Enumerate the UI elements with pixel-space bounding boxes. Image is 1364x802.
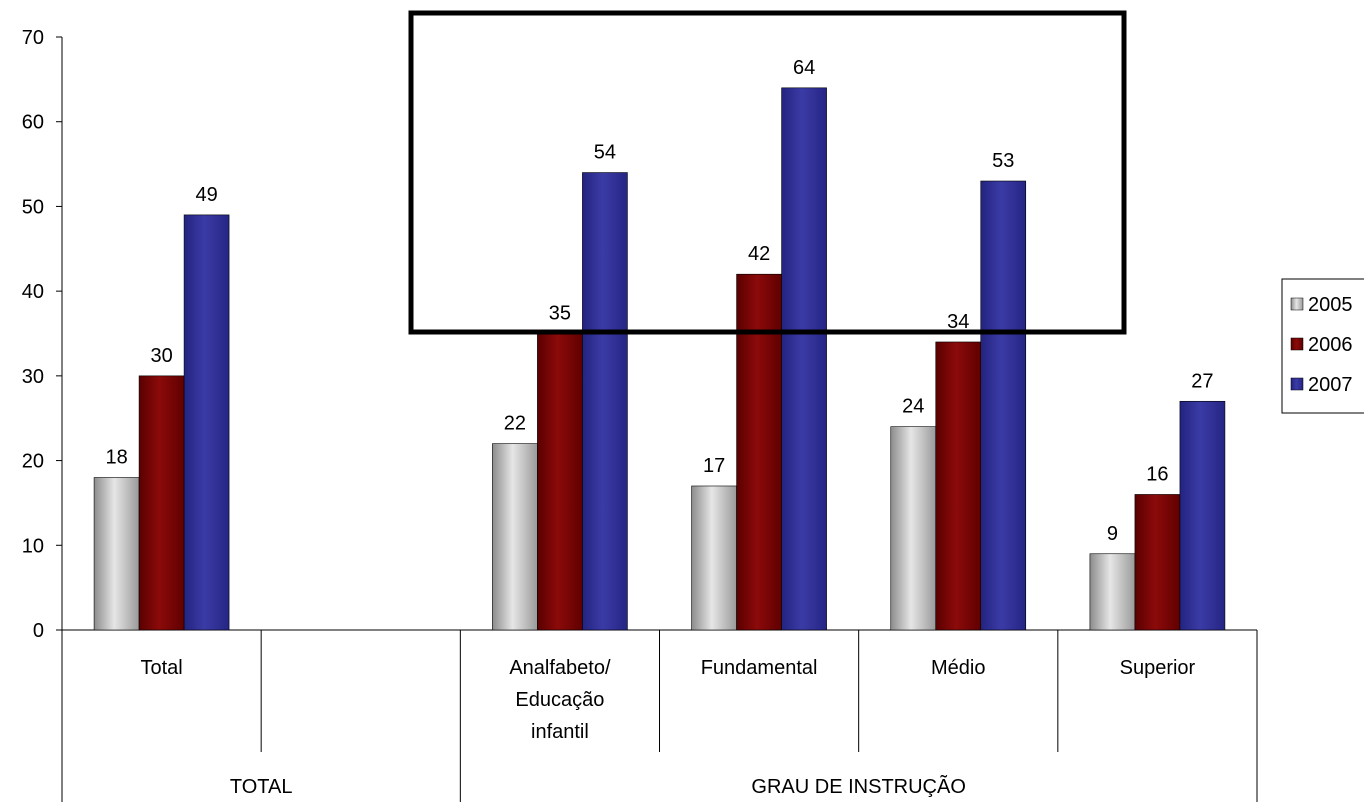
x-tick-label: Médio — [931, 657, 985, 679]
data-labels: 18 22 17 24 9 30 35 42 34 16 49 54 64 53 27 — [105, 57, 1213, 545]
legend-label: 2007 — [1308, 374, 1353, 396]
highlight-box — [408, 10, 1127, 335]
data-label: 53 — [992, 150, 1014, 172]
bar-2005 — [93, 477, 140, 631]
bar-2006 — [537, 333, 583, 631]
y-tick-label: 70 — [22, 27, 44, 49]
bar-2005 — [691, 485, 737, 631]
legend-label: 2006 — [1308, 334, 1353, 356]
bar-2006 — [736, 273, 782, 631]
bar-2007 — [183, 214, 230, 631]
x-tick-label: Superior — [1120, 657, 1196, 679]
data-label: 27 — [1191, 370, 1213, 392]
data-label: 9 — [1107, 523, 1118, 545]
data-label: 42 — [748, 243, 770, 265]
data-label: 49 — [195, 184, 217, 206]
bar-2006 — [138, 375, 185, 631]
x-tick-label: infantil — [531, 721, 589, 743]
bar-2007 — [781, 87, 827, 631]
bar-2005 — [492, 443, 538, 631]
data-label: 16 — [1146, 463, 1168, 485]
legend-swatch — [1290, 337, 1304, 351]
data-label: 34 — [947, 311, 969, 333]
y-tick-label: 10 — [22, 535, 44, 557]
y-tick-label: 60 — [22, 112, 44, 134]
data-label: 64 — [793, 57, 815, 79]
bar-2006 — [1134, 494, 1181, 631]
legend: 2005 2006 2007 — [1281, 278, 1364, 414]
x-tick-label: Educação — [515, 689, 604, 711]
y-tick-label: 50 — [22, 196, 44, 218]
x-tick-label: Fundamental — [701, 657, 818, 679]
y-tick-label: 20 — [22, 451, 44, 473]
bar-2005 — [1089, 553, 1136, 631]
bars — [93, 87, 1226, 631]
x-group-label: TOTAL — [230, 776, 293, 798]
data-label: 22 — [504, 413, 526, 435]
y-tick-label: 40 — [22, 281, 44, 303]
bar-2007 — [582, 172, 628, 631]
bar-2007 — [1179, 400, 1226, 631]
legend-swatch — [1290, 297, 1304, 311]
x-tick-label: Total — [140, 657, 182, 679]
x-tick-label: Analfabeto/ — [509, 657, 611, 679]
data-label: 54 — [594, 142, 616, 164]
bar-2005 — [890, 426, 937, 631]
data-label: 30 — [150, 345, 172, 367]
data-label: 24 — [902, 396, 924, 418]
x-group-label: GRAU DE INSTRUÇÃO — [751, 774, 965, 798]
legend-swatch — [1290, 377, 1304, 391]
data-label: 18 — [105, 447, 127, 469]
bar-2006 — [935, 341, 982, 631]
data-label: 17 — [703, 455, 725, 477]
bar-2007 — [980, 180, 1027, 631]
y-tick-label: 0 — [33, 620, 44, 642]
axes: 0 10 20 30 40 50 60 70 Total Analfabeto/Educação i… — [22, 27, 1258, 802]
data-label: 35 — [549, 303, 571, 325]
y-tick-label: 30 — [22, 366, 44, 388]
legend-label: 2005 — [1308, 294, 1353, 316]
